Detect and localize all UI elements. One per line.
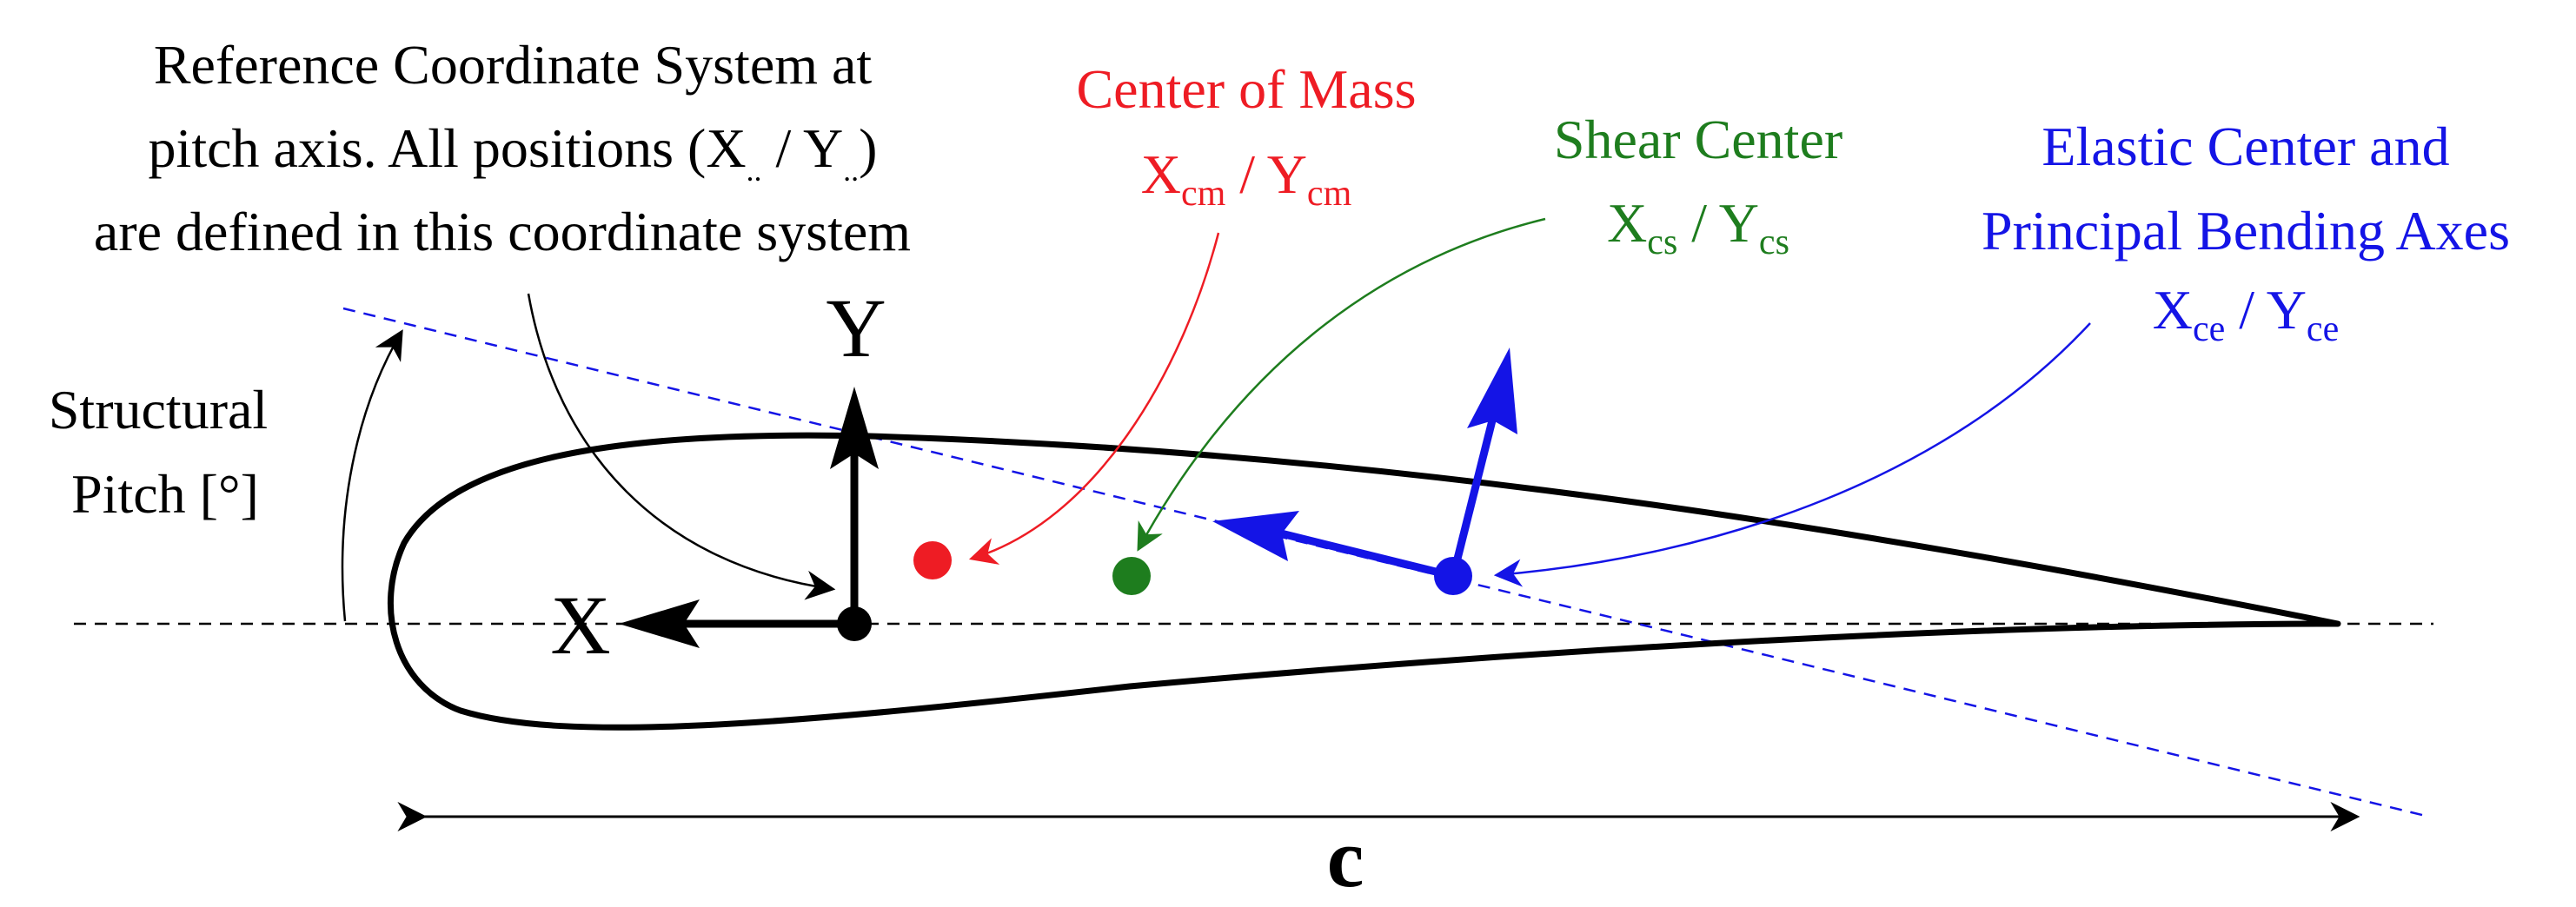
- center-of-mass-coords: Xcm / Ycm: [1141, 143, 1352, 214]
- shear-center-title: Shear Center: [1554, 109, 1842, 170]
- y-axis-arrowhead: [830, 387, 879, 469]
- structural-pitch-label: Structural Pitch [°]: [49, 379, 268, 525]
- center-of-mass-title: Center of Mass: [1076, 58, 1416, 120]
- principal-axis-1-arrowhead: [1212, 511, 1299, 561]
- structural-pitch-line2: Pitch [°]: [71, 463, 259, 525]
- airfoil-outline: [387, 432, 2341, 731]
- elastic-center-title-line2: Principal Bending Axes: [1982, 200, 2510, 262]
- x-axis-label: X: [550, 579, 610, 672]
- reference-label-line3: are defined in this coordinate system: [94, 201, 911, 262]
- elastic-center-title-line1: Elastic Center and: [2042, 116, 2449, 177]
- shear-center-label: Shear Center Xcs / Ycs: [1554, 109, 1842, 262]
- principal-axis-1-shaft: [1276, 528, 1455, 580]
- center-of-mass-point: [913, 541, 952, 579]
- shear-center-coords: Xcs / Ycs: [1607, 192, 1789, 262]
- x-axis-arrowhead: [619, 599, 700, 648]
- principal-axis-2-arrowhead: [1467, 348, 1517, 434]
- y-axis-label: Y: [826, 281, 886, 374]
- elastic-center-coords: Xce / Yce: [2153, 279, 2339, 349]
- reference-label: Reference Coordinate System at pitch axi…: [94, 34, 911, 262]
- elastic-center-pointer-arrow: [1493, 322, 2091, 587]
- center-of-mass-label: Center of Mass Xcm / Ycm: [1076, 58, 1416, 214]
- origin-point: [837, 606, 872, 641]
- shear-center-point: [1112, 557, 1151, 595]
- elastic-center-point: [1434, 557, 1472, 595]
- structural-pitch-arc-arrow: [341, 329, 403, 622]
- reference-label-line2: pitch axis. All positions (X.. / Y..): [149, 117, 878, 188]
- structural-pitch-line1: Structural: [49, 379, 268, 440]
- reference-pointer-arrow: [527, 293, 836, 600]
- shear-center-pointer-arrow: [1137, 217, 1546, 552]
- chord-label: c: [1327, 811, 1364, 904]
- reference-label-line1: Reference Coordinate System at: [154, 34, 873, 96]
- principal-axis-2-shaft: [1449, 415, 1497, 578]
- center-of-mass-pointer-arrow: [968, 232, 1220, 565]
- elastic-center-label: Elastic Center and Principal Bending Axe…: [1982, 116, 2510, 349]
